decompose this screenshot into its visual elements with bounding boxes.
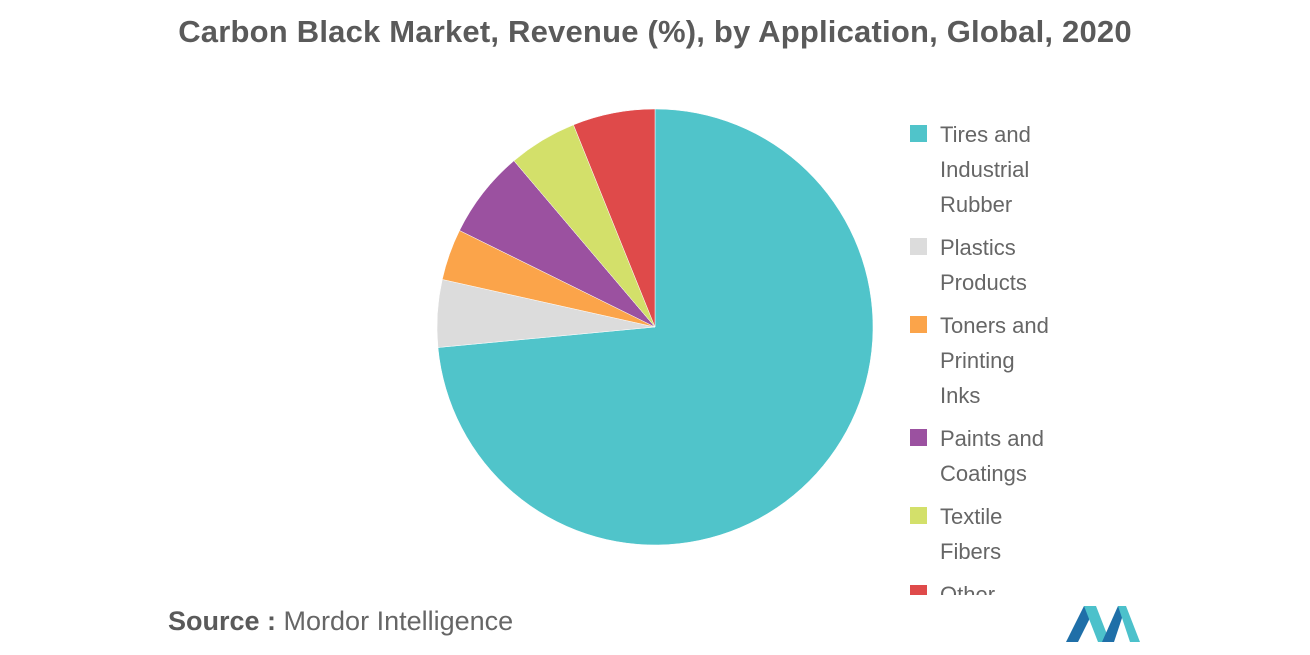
source-label: Source : [168,606,277,636]
legend-item-0: Tires and Industrial Rubber [910,117,1080,222]
legend-item-4: Textile Fibers [910,499,1080,569]
legend-label: Paints and Coatings [940,426,1044,486]
legend-item-2: Toners and Printing Inks [910,308,1080,413]
legend-item-5: Other Applications [910,577,1080,595]
legend-swatch [910,125,927,142]
legend-swatch [910,238,927,255]
legend-label: Textile Fibers [940,504,1003,564]
legend-label: Plastics Products [940,235,1027,295]
legend-item-1: Plastics Products [910,230,1080,300]
chart-legend: Tires and Industrial Rubber Plastics Prod… [910,117,1080,595]
pie-slice-0 [437,108,874,546]
legend-swatch [910,585,927,595]
legend-item-3: Paints and Coatings [910,421,1080,491]
legend-label: Tires and Industrial Rubber [940,122,1031,217]
pie-slice-5 [573,108,656,328]
legend-label: Toners and Printing Inks [940,313,1049,408]
legend-swatch [910,316,927,333]
source-text: Mordor Intelligence [283,606,514,636]
legend-swatch [910,429,927,446]
source-note: Source : Mordor Intelligence [168,606,513,637]
chart-title: Carbon Black Market, Revenue (%), by App… [178,14,1132,49]
mordor-intelligence-logo [1066,606,1140,642]
legend-swatch [910,507,927,524]
legend-label: Other Applications [940,582,996,595]
